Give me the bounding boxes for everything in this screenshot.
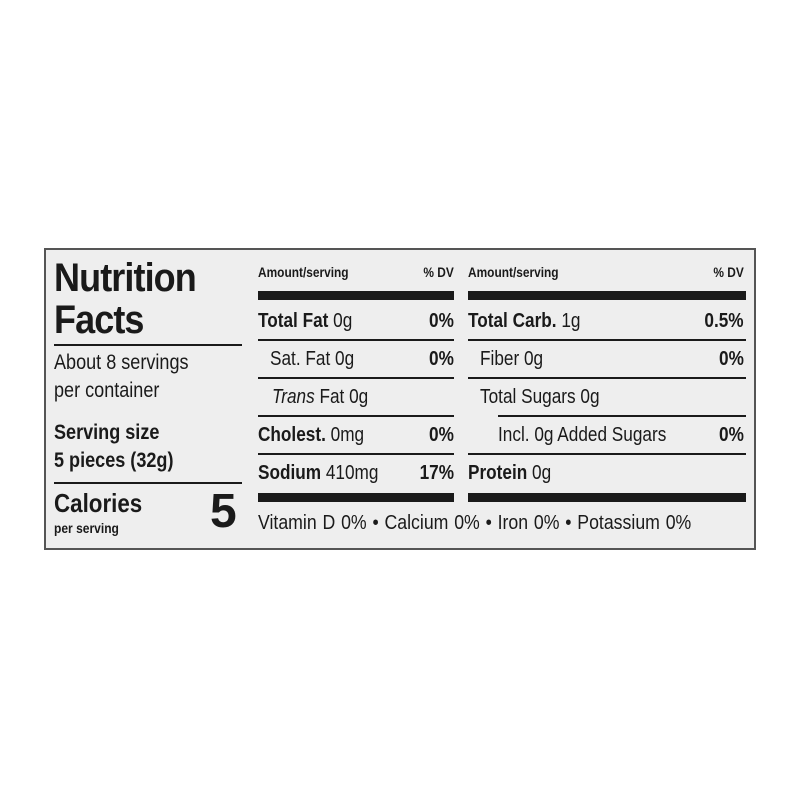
thick-bar <box>468 493 746 502</box>
servings-line1: About 8 servings <box>54 351 189 374</box>
divider <box>54 482 242 484</box>
nutrient-cholesterol: Cholest. 0mg <box>258 424 365 446</box>
nutrient-protein: Protein 0g <box>468 462 552 484</box>
title-line2: Facts <box>54 298 144 342</box>
divider <box>54 344 242 346</box>
dv-sat-fat: 0% <box>429 348 454 370</box>
divider <box>468 453 746 455</box>
thick-bar <box>258 493 454 502</box>
dv-sodium: 17% <box>419 462 454 484</box>
nutrient-total-fat: Total Fat 0g <box>258 310 353 332</box>
dv-fiber: 0% <box>719 348 744 370</box>
divider <box>468 339 746 341</box>
nutrient-sodium: Sodium 410mg <box>258 462 379 484</box>
title-line1: Nutrition <box>54 256 197 300</box>
divider <box>258 339 454 341</box>
nutrient-sat-fat: Sat. Fat 0g <box>270 348 355 370</box>
serving-size-value: 5 pieces (32g) <box>54 449 174 472</box>
servings-line2: per container <box>54 379 160 402</box>
divider <box>498 415 746 417</box>
right-header-dv: % DV <box>713 264 744 280</box>
dv-total-fat: 0% <box>429 310 454 332</box>
nutrient-fiber: Fiber 0g <box>480 348 544 370</box>
thick-bar <box>468 291 746 300</box>
divider <box>258 453 454 455</box>
nutrient-added-sugars: Incl. 0g Added Sugars <box>498 424 667 446</box>
divider <box>258 415 454 417</box>
divider <box>468 377 746 379</box>
dv-total-carb: 0.5% <box>704 310 744 332</box>
nutrient-total-carb: Total Carb. 1g <box>468 310 581 332</box>
vitamins-minerals: Vitamin D 0% • Calcium 0% • Iron 0% • Po… <box>258 512 692 534</box>
serving-size-label: Serving size <box>54 421 160 444</box>
dv-cholesterol: 0% <box>429 424 454 446</box>
nutrient-total-sugars: Total Sugars 0g <box>480 386 600 408</box>
calories-sub: per serving <box>54 520 119 536</box>
dv-added-sugars: 0% <box>719 424 744 446</box>
middle-header-dv: % DV <box>423 264 454 280</box>
right-header-amount: Amount/serving <box>468 264 559 280</box>
divider <box>258 377 454 379</box>
middle-header-amount: Amount/serving <box>258 264 349 280</box>
calories-value: 5 <box>210 485 237 538</box>
nutrition-facts-panel: Nutrition Facts About 8 servings per con… <box>44 248 756 550</box>
nutrient-trans-fat: Trans Fat 0g <box>272 386 369 408</box>
thick-bar <box>258 291 454 300</box>
calories-label: Calories <box>54 488 143 518</box>
